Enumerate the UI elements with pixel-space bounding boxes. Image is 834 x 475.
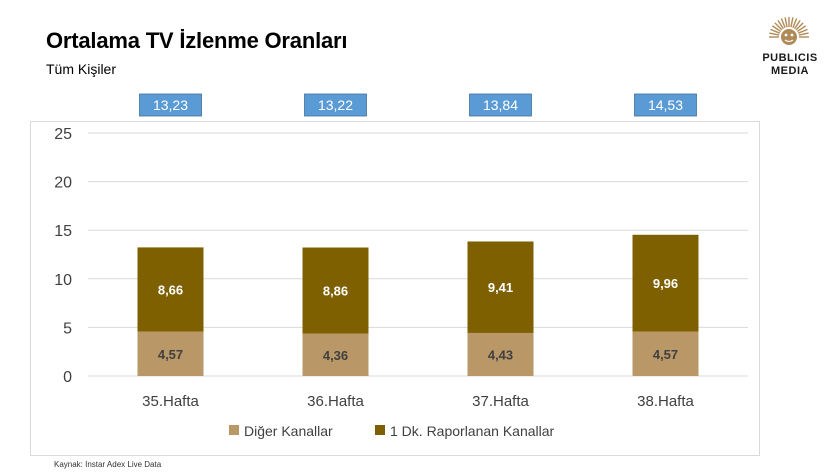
sun-ray — [795, 22, 804, 31]
total-label: 13,84 — [483, 97, 518, 113]
sun-ray — [780, 18, 786, 29]
sun-ray — [774, 22, 783, 31]
sun-ray — [793, 19, 801, 30]
total-box — [634, 93, 697, 117]
source-note: Kaynak: Instar Adex Live Data — [54, 460, 162, 469]
logo-text-publicis: PUBLICIS — [762, 52, 818, 64]
legend: Diğer Kanallar 1 Dk. Raporlanan Kanallar — [229, 423, 555, 439]
sun-ray — [798, 32, 809, 36]
chart-frame — [30, 121, 760, 456]
legend-swatch — [375, 425, 385, 435]
y-tick-label: 20 — [54, 175, 72, 192]
data-label: 4,36 — [323, 348, 348, 363]
sun-ray — [777, 19, 785, 30]
page-title: Ortalama TV İzlenme Oranları — [46, 28, 348, 53]
x-axis-ticks: 35.Hafta 36.Hafta 37.Hafta 38.Hafta — [142, 393, 694, 410]
total-label: 14,53 — [648, 97, 683, 113]
sun-ray — [769, 32, 780, 36]
publicis-media-logo: PUBLICIS MEDIA — [752, 15, 832, 81]
total-box — [139, 93, 202, 117]
x-tick-label: 37.Hafta — [472, 393, 529, 410]
bar-segment — [137, 331, 204, 376]
sun-icon — [769, 17, 809, 45]
x-tick-label: 35.Hafta — [142, 393, 199, 410]
bar-segment — [467, 332, 534, 376]
legend-swatch — [229, 425, 239, 435]
legend-label: 1 Dk. Raporlanan Kanallar — [390, 423, 555, 439]
bar-segment — [632, 234, 699, 332]
sun-ray — [797, 28, 808, 34]
total-box — [304, 93, 367, 117]
sun-ray — [770, 28, 781, 34]
page-subtitle: Tüm Kişiler — [46, 61, 117, 77]
sun-ray — [790, 17, 794, 28]
legend-label: Diğer Kanallar — [244, 423, 333, 439]
y-tick-label: 0 — [63, 369, 72, 386]
total-box — [469, 93, 532, 117]
bar-segment — [137, 247, 204, 332]
bar-segment — [467, 241, 534, 333]
y-axis-ticks: 0 5 10 15 20 25 — [54, 126, 72, 386]
bar-segment — [302, 247, 369, 334]
x-tick-label: 36.Hafta — [307, 393, 364, 410]
data-label: 8,66 — [158, 282, 183, 297]
total-label: 13,22 — [318, 97, 353, 113]
sun-ray — [771, 25, 782, 33]
data-label: 9,96 — [653, 276, 678, 291]
data-label: 4,57 — [653, 347, 678, 362]
data-label: 4,43 — [488, 347, 513, 362]
total-label: 13,23 — [153, 97, 188, 113]
y-tick-label: 10 — [54, 272, 72, 289]
data-label: 9,41 — [488, 280, 513, 295]
total-labels: 13,23 13,22 13,84 14,53 — [139, 93, 697, 117]
bars: 4,57 8,66 4,36 8,86 4,43 9,41 4,57 9,96 — [137, 234, 699, 376]
y-tick-label: 5 — [63, 320, 72, 337]
data-label: 8,86 — [323, 284, 348, 299]
bar-segment — [302, 333, 369, 376]
sun-ray — [796, 25, 807, 33]
bar-segment — [632, 331, 699, 376]
data-label: 4,57 — [158, 347, 183, 362]
x-tick-label: 38.Hafta — [637, 393, 694, 410]
sun-ray — [792, 18, 798, 29]
y-tick-label: 25 — [54, 126, 72, 143]
y-tick-label: 15 — [54, 223, 72, 240]
logo-text-media: MEDIA — [771, 65, 809, 77]
sun-ray — [784, 17, 788, 28]
